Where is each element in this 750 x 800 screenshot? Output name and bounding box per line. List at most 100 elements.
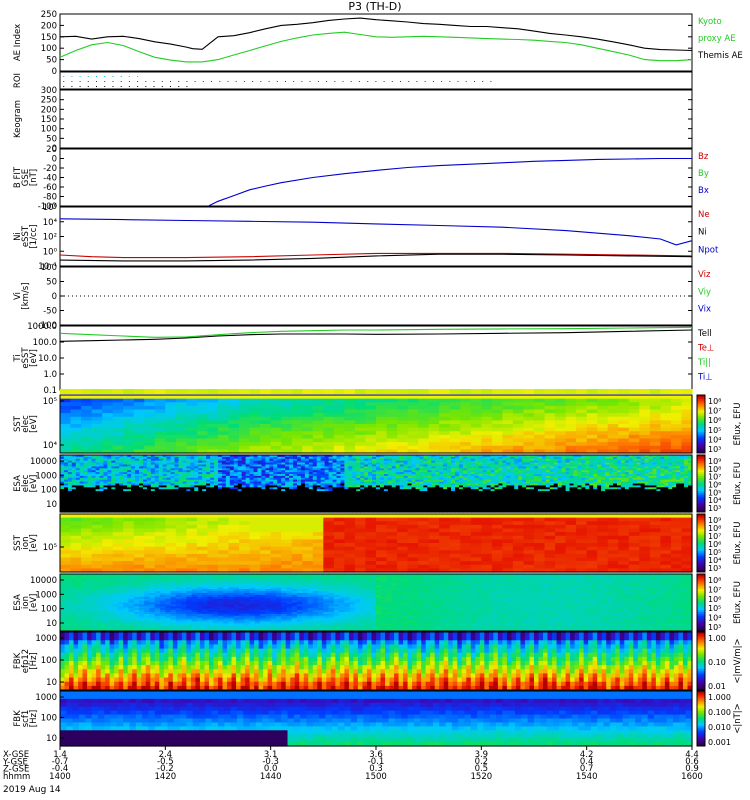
ae-ytick-label: 250 [41,10,57,20]
xtick-label-z: -0.4 [52,764,69,774]
bfit-legend-entry: By [698,169,709,179]
esa_i-cbar-label: Eflux, EFU [733,581,743,624]
ni-ytick-label: 10⁰ [43,247,58,257]
sst_e-frame [59,394,693,454]
roi-dot [153,86,155,87]
roi-dot [334,81,336,82]
ni-ylabel: Ni [13,232,23,241]
roi-dot [252,81,254,82]
esa_i-colorbar-frame [696,573,706,632]
sst_i-heatmap [60,514,693,573]
esa_e-cbar-tick: 10⁴ [708,496,721,505]
roi-dot [112,86,114,87]
roi-dot [104,76,106,77]
xtick-label-y: 0.4 [580,757,594,767]
keogram-ylabel: Keogram [13,100,23,138]
roi-dot [482,81,484,82]
roi-dot [170,81,171,82]
roi-dot [441,81,443,82]
esa_e-cbar-tick: 10⁶ [708,481,721,490]
xaxis-row-label: Z-GSE [3,765,29,775]
roi-dot [170,86,171,87]
ti-frame [59,325,693,391]
bfit-ytick-label: -40 [43,174,57,184]
esa_e-ylabel: [eV] [29,475,39,493]
xtick-label-z: 0.9 [685,764,699,774]
ae-ytick-label: 0 [52,67,57,77]
roi-dot [96,86,97,87]
xtick-label-z: -0.2 [157,764,174,774]
roi-dot [79,76,81,77]
roi-dot [227,81,229,82]
fbk_b-ytick-label: 1000 [35,693,57,703]
ae-ytick-label: 100 [41,44,57,54]
bfit-ytick-label: 0 [52,155,57,165]
fbk_b-ytick-label: 10 [46,734,57,744]
roi-dot [120,81,122,82]
roi-dot [128,81,130,82]
roi-dot [326,81,328,82]
fbk_b-ylabel: [Hz] [29,710,39,728]
esa_i-cbar-tick: 10⁶ [708,595,721,604]
sst_i-colorbar [697,514,705,573]
bfit-legend-entry: Bz [698,152,709,162]
xaxis-row-label: Y-GSE [2,757,28,767]
ae-ytick-label: 150 [41,33,57,43]
roi-dot [301,81,303,82]
esa_i-ytick-label: 10000 [30,576,57,586]
ni-series-line [59,253,693,262]
xtick-label-x: 1.4 [53,750,67,760]
roi-dot [186,86,188,87]
ni-ytick-label: 10⁻¹ [38,262,57,272]
fbk_e-frame [59,631,693,691]
esa_e-cbar-tick: 10⁵ [708,488,721,497]
sst_i-frame [59,513,693,573]
vi-ylabel: [km/s] [21,282,31,309]
sst_e-colorbar [697,395,705,454]
keogram-ytick-label: 300 [41,86,57,96]
xtick-label-x: 2.4 [159,750,173,760]
esa_e-cbar-tick: 10⁹ [708,457,721,466]
vi-frame [59,266,693,326]
roi-dot [79,86,81,87]
bfit-series-line [208,157,692,207]
roi-dot [161,86,163,87]
xtick-label-hhmm: 1600 [681,772,703,782]
xtick-label-y: 0.6 [685,757,699,767]
xtick-label-hhmm: 1520 [471,772,493,782]
fbk_b-cbar-tick: 0.010 [708,723,731,732]
fbk_e-cbar-tick: 0.01 [708,682,726,691]
keogram-ytick-label: 100 [41,125,57,135]
esa_e-ylabel: ESA [13,475,23,492]
sst_i-cbar-tick: 10⁸ [708,524,721,533]
fbk_b-cbar-tick: 1.000 [708,693,731,702]
roi-dot [424,81,426,82]
esa_e-frame [59,454,693,513]
roi-dot [350,81,352,82]
esa_i-ylabel: [eV] [29,594,39,612]
roi-dot [391,81,393,82]
sst_e-cbar-tick: 10⁴ [708,435,721,444]
fbk_e-ylabel: FBK [13,652,23,669]
roi-dot [276,81,278,82]
roi-dot [186,81,188,82]
sst_e-ylabel: elec [21,415,31,433]
xtick-label-y: -0.3 [262,757,279,767]
roi-dot [358,81,360,82]
roi-dot [449,81,451,82]
roi-dot [416,81,418,82]
fbk_e-colorbar-frame [696,631,706,691]
ti-legend-entry: Tell [697,329,712,339]
roi-dot [457,81,459,82]
esa_i-ytick-label: 10 [46,619,57,629]
fbk_b-cbar-label: <|nT|> [733,703,743,734]
sst_i-colorbar-frame [696,513,706,573]
roi-dot [104,81,106,82]
bfit-ytick-label: -100 [38,202,57,212]
roi-dot [71,81,73,82]
vi-ytick-label: -50 [43,307,57,317]
roi-dot [63,86,65,87]
bfit-ytick-label: 20 [46,145,57,155]
bfit-ytick-label: -20 [43,164,57,174]
